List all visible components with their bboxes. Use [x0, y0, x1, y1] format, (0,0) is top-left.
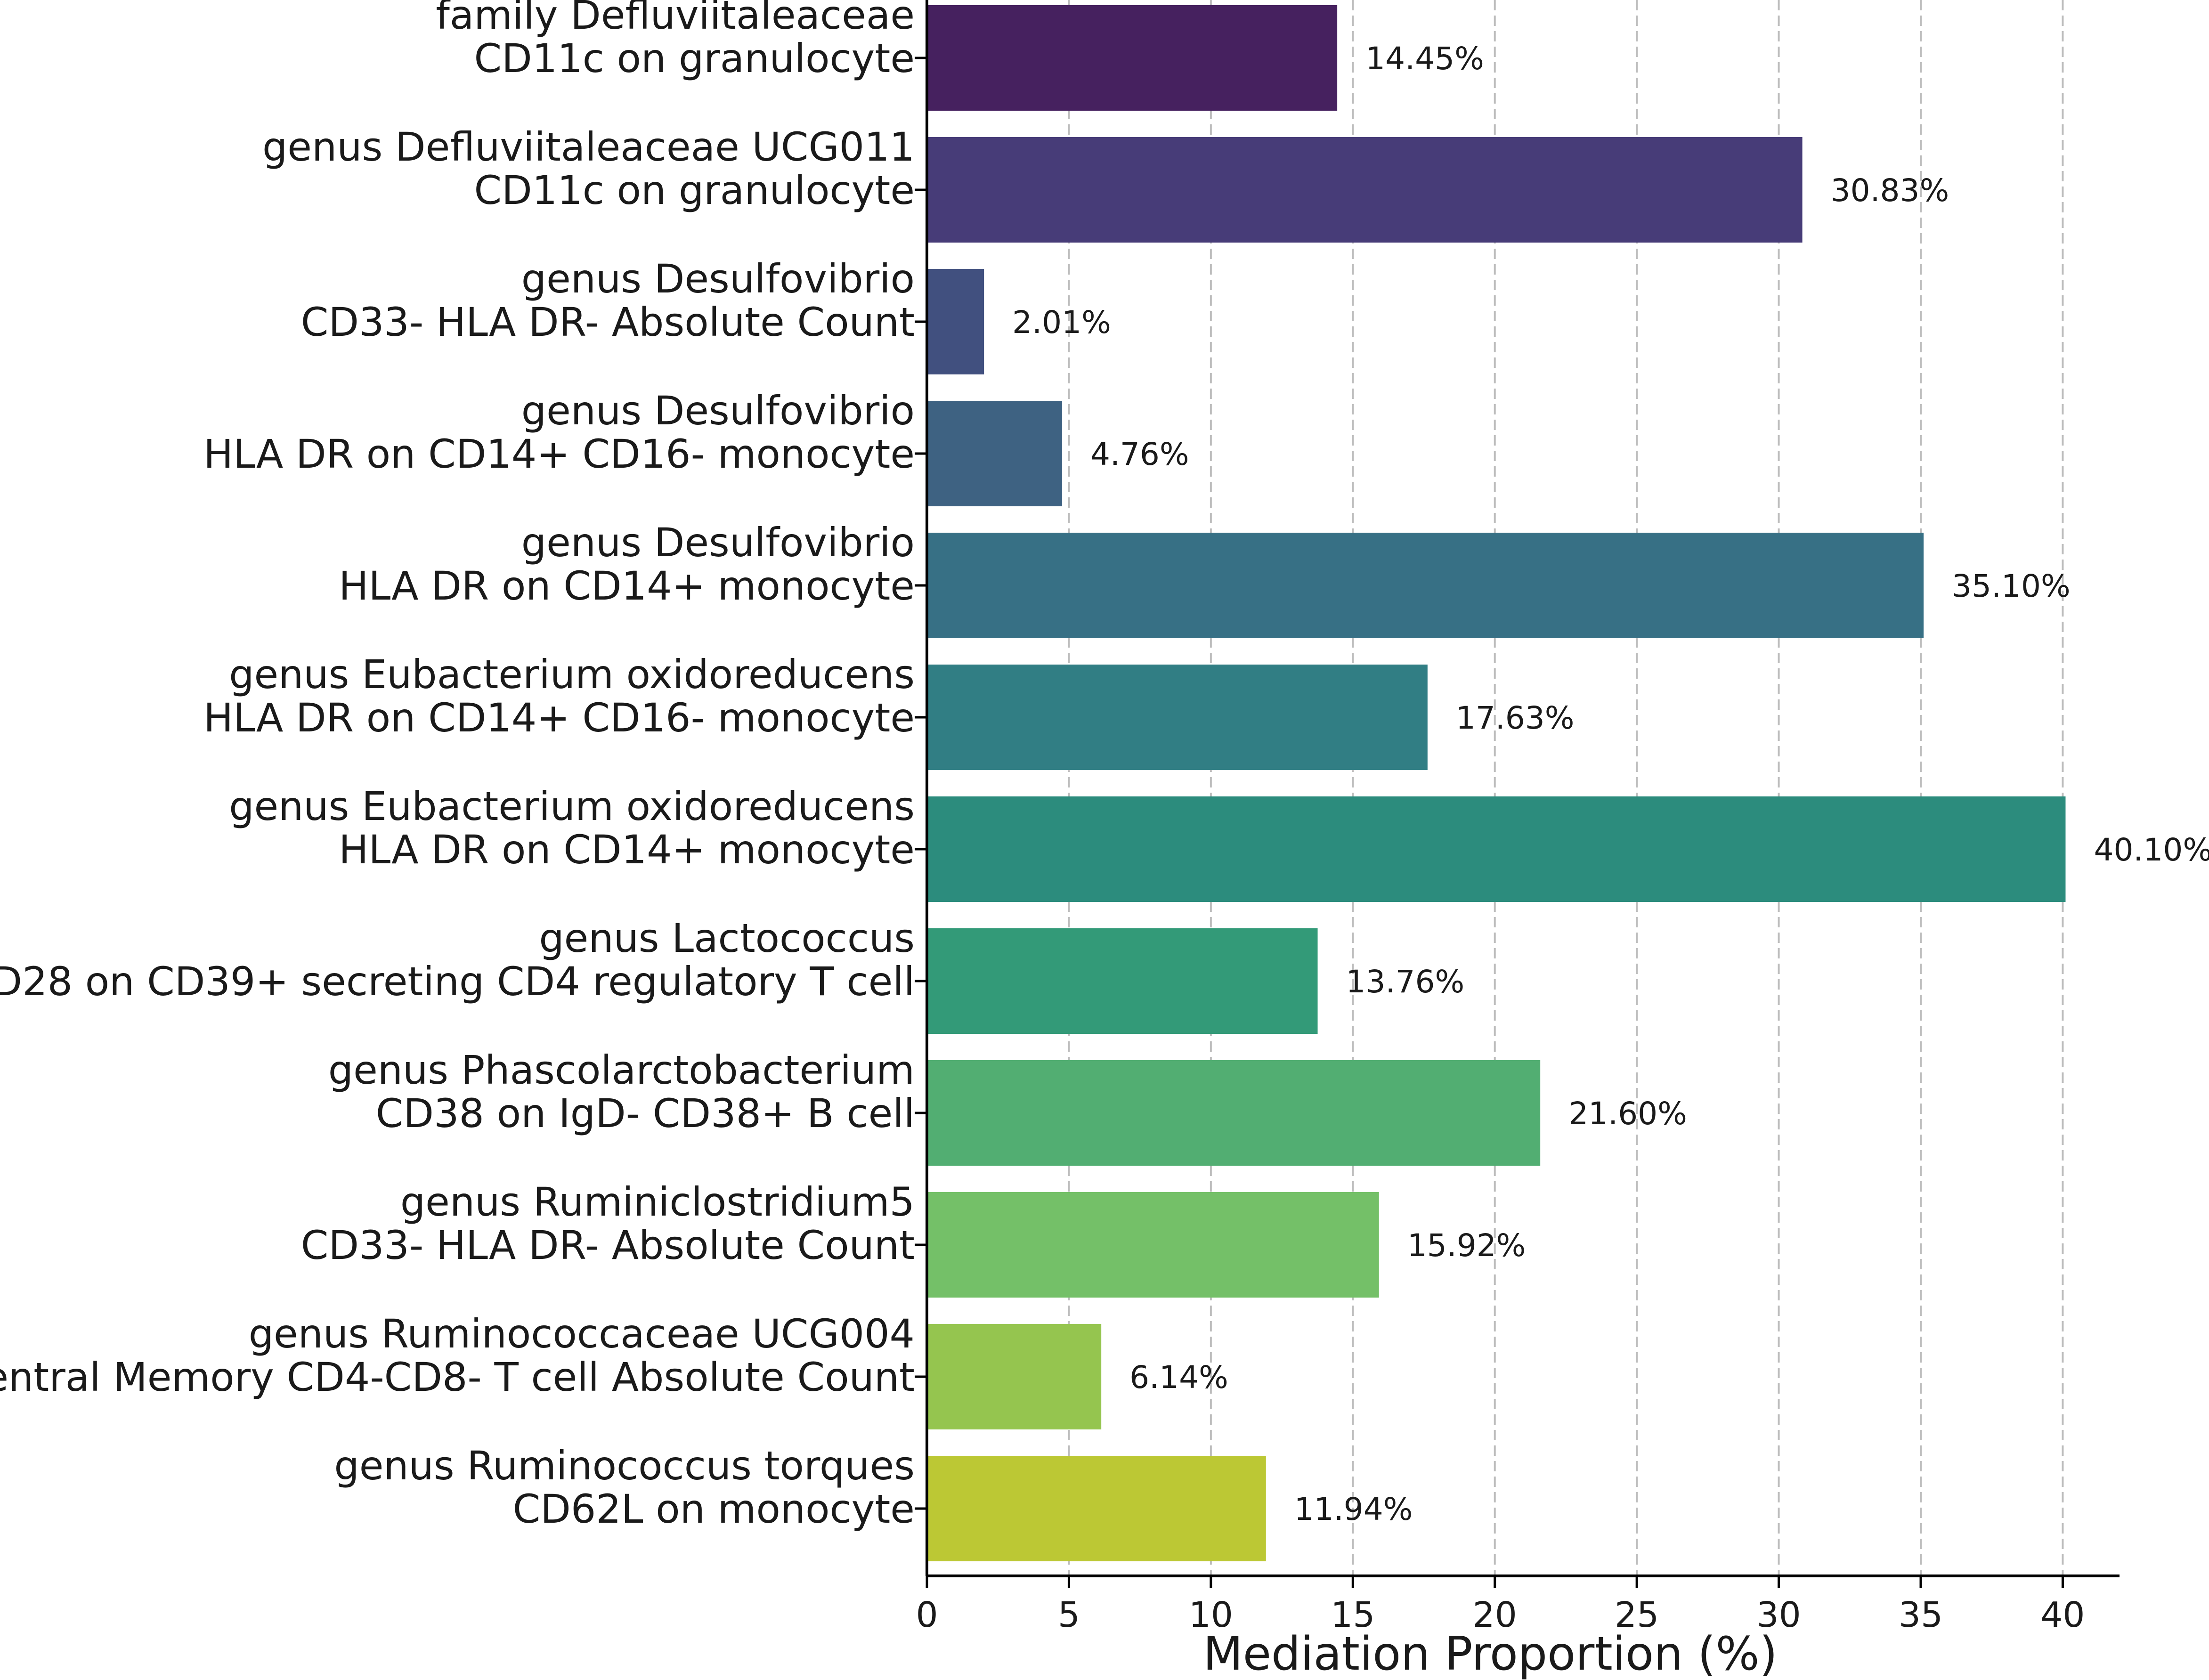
category-label-4-line-1: genus Desulfovibrio	[521, 388, 915, 434]
x-tick-label-10: 10	[1189, 1595, 1233, 1635]
category-label-11-line-1: genus Ruminococcaceae UCG004	[249, 1311, 915, 1357]
bar-8	[927, 928, 1318, 1034]
bars	[927, 5, 2066, 1561]
x-tick-label-25: 25	[1615, 1595, 1659, 1635]
value-label-2: 30.83%	[1831, 172, 1949, 209]
value-label-3: 2.01%	[1012, 304, 1111, 341]
value-label-8: 13.76%	[1346, 964, 1465, 1000]
category-label-12-line-2: CD62L on monocyte	[513, 1486, 915, 1532]
category-label-1-line-1: family Defluviitaleaceae	[436, 0, 915, 38]
x-tick-label-20: 20	[1473, 1595, 1517, 1635]
category-label-7-line-1: genus Eubacterium oxidoreducens	[229, 783, 915, 829]
category-label-8-line-2: CD28 on CD39+ secreting CD4 regulatory T…	[0, 958, 915, 1005]
category-label-4-line-2: HLA DR on CD14+ CD16- monocyte	[203, 431, 915, 477]
value-label-11: 6.14%	[1129, 1359, 1228, 1396]
category-label-11-line-2: Central Memory CD4-CD8- T cell Absolute …	[0, 1354, 915, 1400]
x-tick-label-35: 35	[1899, 1595, 1943, 1635]
x-tick-label-5: 5	[1058, 1595, 1080, 1635]
bar-4	[927, 401, 1062, 506]
category-label-10-line-1: genus Ruminiclostridium5	[400, 1179, 915, 1225]
category-label-7-line-2: HLA DR on CD14+ monocyte	[339, 827, 915, 873]
category-label-9-line-2: CD38 on IgD- CD38+ B cell	[376, 1090, 915, 1136]
bar-6	[927, 665, 1428, 770]
bar-1	[927, 5, 1338, 111]
value-labels: 14.45% 30.83% 2.01% 4.76% 35.10% 17.63% 40.10%…	[1012, 41, 2209, 1527]
category-label-10-line-2: CD33- HLA DR- Absolute Count	[301, 1222, 915, 1268]
value-label-12: 11.94%	[1294, 1491, 1413, 1527]
x-axis-ticks: 0 5 10 15 20 25 30 35 40	[915, 57, 2085, 1635]
x-tick-label-40: 40	[2040, 1595, 2085, 1635]
x-axis-title: Mediation Proportion (%)	[1203, 1627, 1778, 1680]
x-tick-label-0: 0	[916, 1595, 938, 1635]
x-tick-label-15: 15	[1331, 1595, 1375, 1635]
category-label-12-line-1: genus Ruminococcus torques	[334, 1443, 915, 1489]
bar-5	[927, 533, 1924, 638]
value-label-5: 35.10%	[1952, 568, 2071, 604]
category-label-1-line-2: CD11c on granulocyte	[474, 35, 915, 81]
category-label-9-line-1: genus Phascolarctobacterium	[328, 1047, 915, 1093]
bar-12	[927, 1456, 1266, 1561]
value-label-10: 15.92%	[1407, 1227, 1526, 1264]
category-label-2-line-2: CD11c on granulocyte	[474, 167, 915, 213]
category-label-8-line-1: genus Lactococcus	[539, 915, 915, 961]
value-label-9: 21.60%	[1568, 1096, 1687, 1132]
category-label-3-line-2: CD33- HLA DR- Absolute Count	[301, 299, 915, 345]
category-label-6-line-1: genus Eubacterium oxidoreducens	[229, 651, 915, 698]
value-label-1: 14.45%	[1365, 41, 1484, 77]
bar-9	[927, 1060, 1541, 1166]
bar-10	[927, 1192, 1379, 1298]
category-label-3-line-1: genus Desulfovibrio	[521, 256, 915, 302]
value-label-6: 17.63%	[1456, 700, 1575, 736]
category-label-5-line-2: HLA DR on CD14+ monocyte	[339, 563, 915, 609]
bar-3	[927, 269, 984, 374]
value-label-7: 40.10%	[2094, 832, 2209, 868]
category-label-5-line-1: genus Desulfovibrio	[521, 519, 915, 566]
x-tick-label-30: 30	[1756, 1595, 1801, 1635]
bar-2	[927, 137, 1803, 243]
bar-7	[927, 796, 2066, 902]
grid-lines	[1068, 0, 2064, 1576]
bar-11	[927, 1324, 1102, 1429]
category-label-6-line-2: HLA DR on CD14+ CD16- monocyte	[203, 695, 915, 741]
category-label-2-line-1: genus Defluviitaleaceae UCG011	[262, 124, 915, 170]
value-label-4: 4.76%	[1090, 436, 1189, 472]
